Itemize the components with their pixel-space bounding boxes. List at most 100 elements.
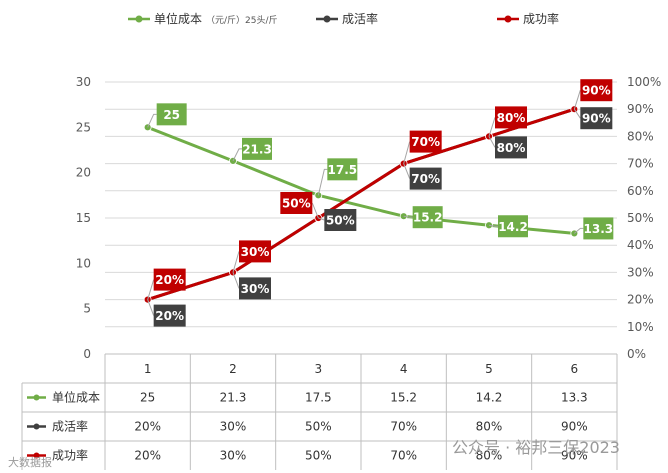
data-label-box bbox=[280, 192, 313, 214]
data-label-box bbox=[156, 103, 187, 126]
y-right-tick-label: 90% bbox=[627, 102, 654, 116]
table-cell: 13.3 bbox=[561, 391, 588, 405]
table-cell: 80% bbox=[476, 420, 503, 434]
data-label: 14.2 bbox=[498, 220, 528, 234]
label-leader-line bbox=[488, 224, 498, 227]
y-right-tick-label: 40% bbox=[627, 238, 654, 252]
data-label-box bbox=[412, 206, 443, 229]
label-leader-line bbox=[403, 141, 411, 164]
y-left-tick-label: 20 bbox=[76, 166, 91, 180]
table-cell: 70% bbox=[390, 420, 417, 434]
table-cell: 30% bbox=[220, 420, 247, 434]
label-leader-line bbox=[147, 279, 155, 300]
data-label-box bbox=[153, 268, 186, 291]
data-label: 70% bbox=[411, 172, 440, 186]
x-category-label: 2 bbox=[229, 362, 237, 376]
table-cell: 90% bbox=[561, 449, 588, 463]
table-cell: 15.2 bbox=[390, 391, 417, 405]
y-right-tick-label: 50% bbox=[627, 211, 654, 225]
data-label: 90% bbox=[582, 84, 611, 98]
label-leader-line bbox=[232, 148, 242, 162]
table-legend-key-marker bbox=[33, 394, 40, 401]
data-label: 80% bbox=[497, 111, 526, 125]
data-label-box bbox=[239, 240, 271, 263]
label-leader-line bbox=[232, 251, 240, 273]
data-label: 21.3 bbox=[242, 142, 272, 156]
table-cell: 90% bbox=[561, 420, 588, 434]
data-label: 50% bbox=[326, 214, 355, 228]
y-right-tick-label: 60% bbox=[627, 184, 654, 198]
y-right-tick-label: 10% bbox=[627, 320, 654, 334]
label-leader-line bbox=[318, 217, 325, 221]
x-category-label: 1 bbox=[144, 362, 152, 376]
y-left-tick-label: 15 bbox=[76, 211, 91, 225]
y-left-tick-label: 0 bbox=[83, 347, 91, 361]
data-label: 25 bbox=[163, 108, 180, 122]
data-label: 30% bbox=[241, 282, 270, 296]
data-label-box bbox=[239, 277, 271, 300]
data-label: 20% bbox=[155, 273, 184, 287]
table-cell: 17.5 bbox=[305, 391, 332, 405]
table-cell: 30% bbox=[220, 449, 247, 463]
data-label: 20% bbox=[155, 309, 184, 323]
data-label: 70% bbox=[411, 135, 440, 149]
series-line bbox=[147, 107, 575, 302]
data-label: 30% bbox=[241, 245, 270, 259]
x-category-label: 4 bbox=[400, 362, 408, 376]
legend-key-marker bbox=[323, 15, 331, 23]
data-label-box bbox=[409, 130, 442, 153]
data-label: 15.2 bbox=[413, 211, 443, 225]
data-label-box bbox=[495, 136, 527, 159]
label-leader-line bbox=[317, 168, 328, 196]
data-label-box bbox=[324, 209, 357, 231]
table-row-label: 成功率 bbox=[52, 448, 88, 463]
table-legend-key-marker bbox=[33, 452, 40, 459]
data-label-box bbox=[580, 79, 613, 102]
watermark-bottom-left: 大数据报 bbox=[8, 456, 52, 469]
x-category-label: 6 bbox=[571, 362, 579, 376]
table-cell: 20% bbox=[134, 449, 161, 463]
y-right-tick-label: 30% bbox=[627, 265, 654, 279]
label-leader-line bbox=[488, 117, 496, 137]
table-cell: 14.2 bbox=[476, 391, 503, 405]
data-label-box bbox=[153, 304, 186, 327]
label-leader-line bbox=[232, 272, 240, 289]
data-label: 50% bbox=[282, 197, 311, 211]
data-label-box bbox=[327, 158, 358, 181]
label-leader-line bbox=[147, 113, 157, 128]
data-label-box bbox=[242, 137, 272, 160]
label-leader-line bbox=[403, 215, 413, 218]
y-left-tick-label: 10 bbox=[76, 256, 91, 270]
label-leader-line bbox=[573, 90, 581, 110]
table-cell: 50% bbox=[305, 420, 332, 434]
data-label-box bbox=[583, 217, 614, 240]
y-right-tick-label: 70% bbox=[627, 157, 654, 171]
data-label: 90% bbox=[582, 112, 611, 126]
data-label-box bbox=[409, 167, 442, 190]
data-label: 80% bbox=[497, 141, 526, 155]
y-left-tick-label: 25 bbox=[76, 120, 91, 134]
legend-unit-label: （元/斤）25头/斤 bbox=[206, 15, 278, 26]
y-right-tick-label: 80% bbox=[627, 129, 654, 143]
table-cell: 80% bbox=[476, 449, 503, 463]
data-label-box bbox=[580, 107, 613, 130]
table-row-label: 单位成本 bbox=[52, 390, 100, 405]
watermark-bottom-right: 公众号 · 裕邦三保2023 bbox=[452, 438, 620, 457]
data-label: 13.3 bbox=[584, 222, 614, 236]
data-label: 17.5 bbox=[328, 163, 358, 177]
legend-key-marker bbox=[135, 15, 143, 23]
label-leader-line bbox=[147, 299, 155, 316]
data-label-box bbox=[495, 106, 527, 129]
y-left-tick-label: 30 bbox=[76, 75, 91, 89]
table-legend-key-marker bbox=[33, 423, 40, 430]
legend-label: 成活率 bbox=[342, 11, 378, 26]
table-cell: 50% bbox=[305, 449, 332, 463]
legend-key-marker bbox=[504, 15, 512, 23]
x-category-label: 3 bbox=[315, 362, 323, 376]
legend-label: 成功率 bbox=[523, 11, 559, 26]
x-category-label: 5 bbox=[485, 362, 493, 376]
label-leader-line bbox=[311, 202, 319, 219]
table-cell: 25 bbox=[140, 391, 155, 405]
table-cell: 21.3 bbox=[220, 391, 247, 405]
